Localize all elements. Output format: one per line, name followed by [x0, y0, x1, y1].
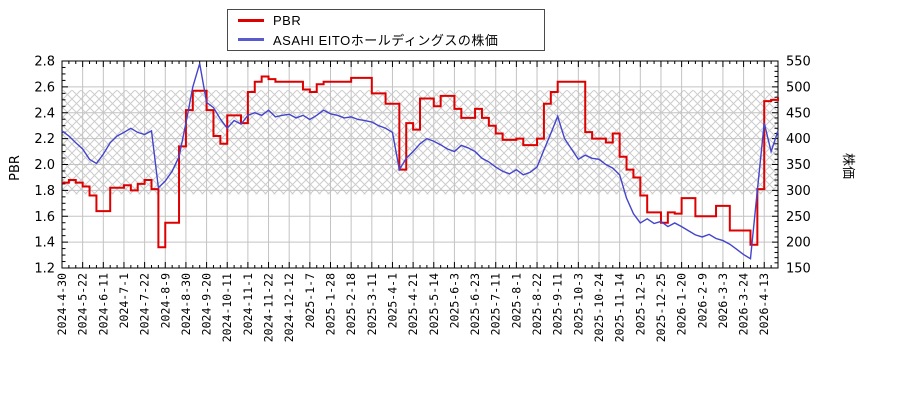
- x-tick-label: 2025-4-1: [385, 273, 399, 328]
- legend-label-pbr: PBR: [273, 12, 302, 28]
- x-tick-label: 2026-4-13: [757, 273, 771, 335]
- x-tick-label: 2025-9-11: [551, 273, 565, 335]
- x-tick-label: 2025-8-22: [530, 273, 544, 335]
- x-tick-label: 2025-8-1: [509, 273, 523, 328]
- y-left-tick-label: 2.0: [34, 158, 55, 173]
- x-tick-label: 2025-10-24: [592, 273, 606, 342]
- x-tick-label: 2026-3-24: [737, 273, 751, 335]
- y-right-tick-label: 200: [786, 236, 811, 251]
- pbr-line-sample: [238, 18, 264, 22]
- y-left-tick-label: 1.6: [34, 210, 55, 225]
- x-tick-label: 2024-11-22: [262, 273, 276, 342]
- y-left-axis-title: PBR: [8, 155, 23, 181]
- legend-item-pbr: PBR: [228, 11, 544, 30]
- y-right-tick-label: 350: [786, 158, 811, 173]
- y-left-tick-label: 2.6: [34, 80, 55, 95]
- y-left-tick-label: 2.8: [34, 55, 55, 70]
- x-tick-label: 2025-6-23: [468, 273, 482, 335]
- y-right-tick-label: 300: [786, 184, 811, 199]
- x-tick-label: 2026-2-9: [695, 273, 709, 328]
- y-left-tick-label: 2.2: [34, 132, 55, 147]
- y-right-tick-label: 250: [786, 210, 811, 225]
- x-tick-label: 2025-1-28: [324, 273, 338, 335]
- y-right-tick-label: 150: [786, 262, 811, 277]
- x-tick-label: 2024-10-11: [220, 273, 234, 342]
- chart-legend: PBR ASAHI EITOホールディングスの株価: [227, 9, 545, 51]
- y-right-tick-label: 400: [786, 132, 811, 147]
- x-tick-label: 2024-6-11: [96, 273, 110, 335]
- x-tick-label: 2025-7-11: [489, 273, 503, 335]
- x-tick-label: 2025-2-18: [344, 273, 358, 335]
- y-right-tick-label: 450: [786, 106, 811, 121]
- x-tick-label: 2024-8-30: [179, 273, 193, 335]
- x-tick-label: 2025-6-3: [447, 273, 461, 328]
- stock-line-sample: [238, 38, 264, 42]
- x-tick-label: 2025-12-5: [633, 273, 647, 335]
- x-tick-label: 2024-4-30: [55, 273, 69, 335]
- y-left-tick-label: 2.4: [34, 106, 55, 121]
- x-tick-label: 2026-1-20: [675, 273, 689, 335]
- y-left-tick-label: 1.8: [34, 184, 55, 199]
- x-tick-label: 2024-9-20: [200, 273, 214, 335]
- x-tick-label: 2025-10-3: [571, 273, 585, 335]
- legend-item-stock-price: ASAHI EITOホールディングスの株価: [228, 30, 544, 49]
- x-tick-label: 2024-7-22: [138, 273, 152, 335]
- x-tick-label: 2025-12-25: [654, 273, 668, 342]
- x-tick-label: 2024-5-22: [76, 273, 90, 335]
- series-line-stock-price: [61, 63, 779, 260]
- x-tick-label: 2024-8-9: [158, 273, 172, 328]
- x-tick-label: 2024-7-1: [117, 273, 131, 328]
- y-right-axis-title: 株価: [840, 153, 855, 179]
- series-line-pbr: [62, 75, 779, 249]
- x-tick-label: 2024-12-12: [282, 273, 296, 342]
- legend-label-stock-price: ASAHI EITOホールディングスの株価: [273, 33, 499, 49]
- x-tick-label: 2025-11-14: [613, 273, 627, 342]
- y-right-tick-label: 550: [786, 55, 811, 70]
- y-right-tick-label: 500: [786, 80, 811, 95]
- x-tick-label: 2026-3-3: [716, 273, 730, 328]
- y-left-tick-label: 1.4: [34, 236, 55, 251]
- y-left-tick-label: 1.2: [34, 262, 55, 277]
- x-tick-label: 2025-3-11: [365, 273, 379, 335]
- x-tick-label: 2025-5-14: [427, 273, 441, 335]
- x-tick-label: 2025-4-21: [406, 273, 420, 335]
- x-tick-label: 2024-11-1: [241, 273, 255, 335]
- x-tick-label: 2025-1-7: [303, 273, 317, 328]
